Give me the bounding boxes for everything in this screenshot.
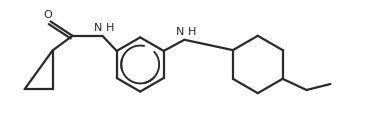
Text: N: N [94,23,102,33]
Text: O: O [43,10,52,20]
Text: H: H [105,23,114,33]
Text: N: N [176,27,184,37]
Text: H: H [188,27,196,37]
